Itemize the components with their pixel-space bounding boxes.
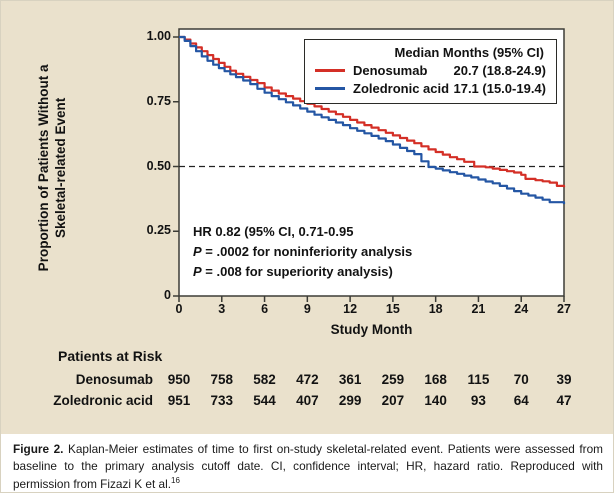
y-tick-label: 1.00: [146, 29, 171, 43]
x-tick-label: 18: [428, 302, 443, 316]
y-tick-label: 0: [164, 288, 171, 302]
km-curve-denosumab: [179, 35, 566, 188]
risk-count: 733: [210, 393, 234, 408]
patients-at-risk-title: Patients at Risk: [58, 348, 163, 364]
risk-count: 70: [513, 372, 529, 387]
risk-count: 299: [338, 393, 362, 408]
risk-count: 140: [424, 393, 447, 408]
x-tick-label: 6: [261, 302, 269, 316]
x-tick-label: 27: [557, 302, 571, 316]
risk-count: 407: [296, 393, 319, 408]
risk-count: 472: [296, 372, 319, 387]
legend-row-zoledronic: Zoledronic acid 17.1 (15.0-19.4): [315, 81, 546, 96]
denosumab-line-swatch: [315, 69, 345, 72]
y-tick-label: 0.25: [146, 223, 171, 238]
risk-count: 950: [167, 372, 191, 387]
hr-line: HR 0.82 (95% CI, 0.71-0.95: [193, 224, 354, 239]
km-curve-zoledronic-acid: [179, 35, 566, 205]
x-tick-label: 15: [385, 302, 400, 316]
risk-row-label: Denosumab: [75, 372, 153, 387]
y-axis-label-line2: Skeletal-related Event: [53, 97, 68, 239]
legend-row-denosumab: Denosumab 20.7 (18.8-24.9): [315, 63, 546, 78]
x-axis-label: Study Month: [330, 322, 413, 337]
zoledronic-legend-label: Zoledronic acid: [353, 81, 450, 96]
chart-area: Proportion of Patients Without a Skeleta…: [1, 1, 613, 434]
risk-count: 93: [470, 393, 486, 408]
x-tick-label: 21: [471, 302, 486, 316]
risk-count: 47: [556, 393, 572, 408]
risk-count: 207: [381, 393, 405, 408]
risk-count: 758: [210, 372, 234, 387]
figure-caption-label: Figure 2.: [13, 442, 64, 456]
legend-box: Median Months (95% CI) Denosumab 20.7 (1…: [304, 39, 557, 104]
risk-count: 951: [167, 393, 191, 408]
y-axis-label-line1: Proportion of Patients Without a: [36, 64, 52, 272]
zoledronic-line-swatch: [315, 87, 345, 90]
denosumab-legend-label: Denosumab: [353, 63, 428, 78]
figure-caption-body: Kaplan-Meier estimates of time to first …: [13, 442, 603, 492]
figure-caption: Figure 2. Kaplan-Meier estimates of time…: [1, 434, 613, 492]
y-axis-label: Proportion of Patients Without a Skeleta…: [36, 18, 70, 318]
risk-count: 582: [253, 372, 276, 387]
y-tick-label: 0.75: [146, 93, 171, 108]
denosumab-median-value: 20.7 (18.8-24.9): [453, 63, 546, 78]
hazard-ratio-annotation: HR 0.82 (95% CI, 0.71-0.95 P = .0002 for…: [193, 222, 412, 282]
x-tick-label: 24: [514, 302, 529, 316]
x-tick-label: 12: [343, 302, 358, 316]
risk-count: 64: [513, 393, 529, 408]
risk-count: 259: [381, 372, 405, 387]
x-tick-label: 3: [218, 302, 226, 316]
legend-title: Median Months (95% CI): [394, 45, 544, 60]
x-tick-label: 9: [303, 302, 311, 316]
risk-count: 544: [253, 393, 276, 408]
figure-caption-reference: 16: [171, 476, 180, 486]
noninferiority-p-line: P = .0002 for noninferiority analysis: [193, 244, 413, 260]
risk-count: 361: [338, 372, 362, 387]
y-tick-label: 0.50: [146, 158, 171, 173]
zoledronic-median-value: 17.1 (15.0-19.4): [453, 81, 546, 96]
risk-count: 115: [467, 372, 490, 387]
x-tick-label: 0: [175, 302, 183, 316]
risk-count: 39: [556, 372, 572, 387]
superiority-p-line: P = .008 for superiority analysis): [193, 264, 393, 280]
risk-count: 168: [424, 372, 447, 387]
risk-row-label: Zoledronic acid: [53, 393, 153, 408]
